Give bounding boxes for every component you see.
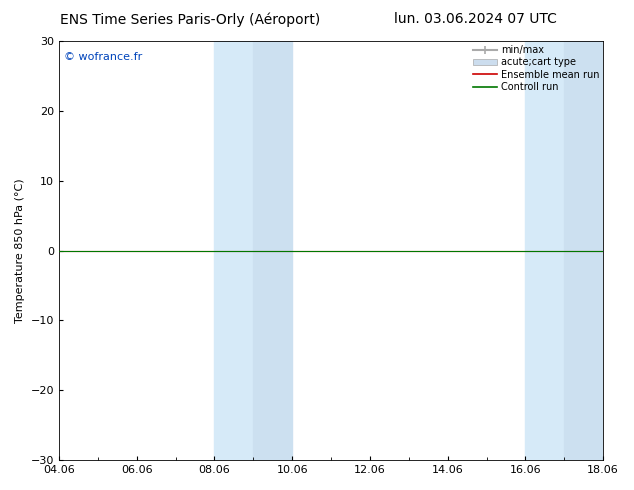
Bar [564, 41, 603, 460]
Bar [214, 41, 253, 460]
Legend: min/max, acute;cart type, Ensemble mean run, Controll run: min/max, acute;cart type, Ensemble mean … [470, 43, 601, 94]
Bar [253, 41, 292, 460]
Text: ENS Time Series Paris-Orly (Aéroport): ENS Time Series Paris-Orly (Aéroport) [60, 12, 320, 27]
Text: © wofrance.fr: © wofrance.fr [65, 51, 143, 62]
Y-axis label: Temperature 850 hPa (°C): Temperature 850 hPa (°C) [15, 178, 25, 323]
Bar [526, 41, 564, 460]
Text: lun. 03.06.2024 07 UTC: lun. 03.06.2024 07 UTC [394, 12, 557, 26]
